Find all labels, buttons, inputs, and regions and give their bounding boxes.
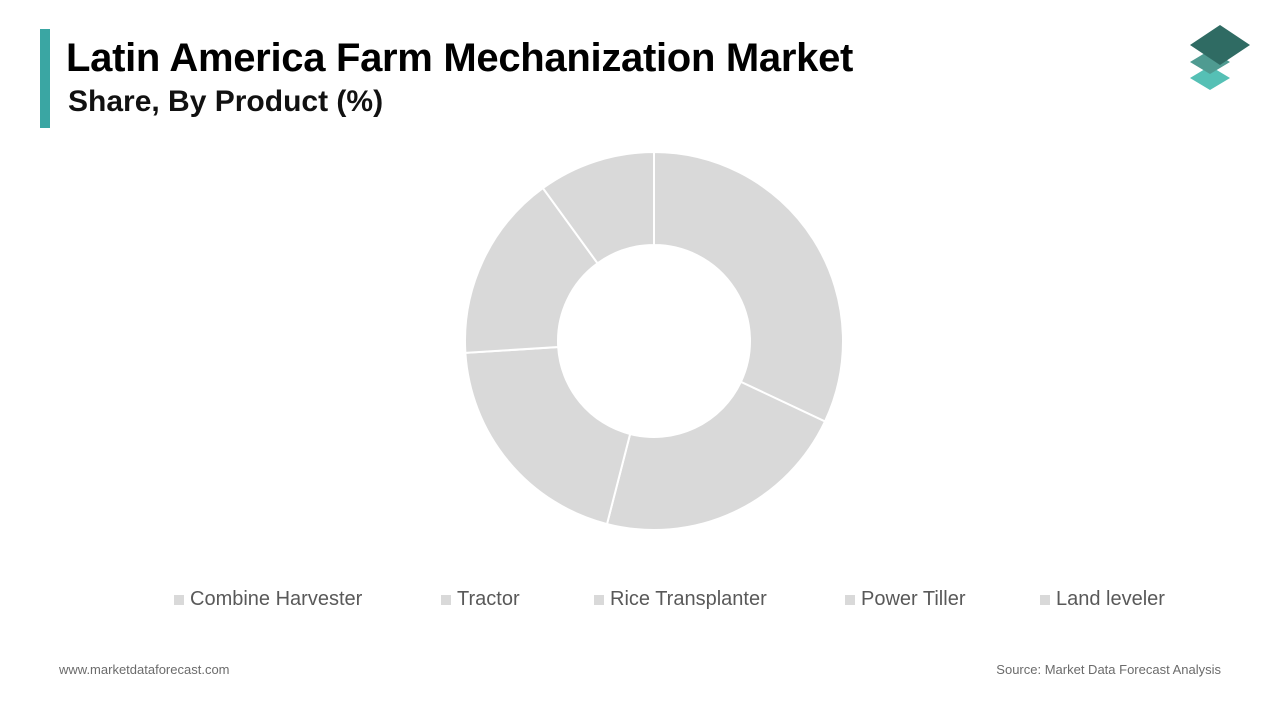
page-title: Latin America Farm Mechanization Market <box>66 36 854 80</box>
legend-swatch <box>1040 594 1050 605</box>
legend-swatch <box>845 594 855 605</box>
legend-swatch <box>174 594 184 605</box>
source-note: Source: Market Data Forecast Analysis <box>996 662 1221 677</box>
legend-swatch <box>594 594 604 605</box>
website-url: www.marketdataforecast.com <box>59 662 230 677</box>
legend-label: Power Tiller <box>861 588 966 610</box>
donut-slice-rice-transplanter <box>464 345 632 526</box>
logo-layer-bottom <box>1190 66 1230 90</box>
logo-layer-top <box>1190 25 1250 65</box>
chart-legend: Combine Harvester Tractor Rice Transplante… <box>0 588 1280 614</box>
donut-slice-combine-harvester <box>653 150 844 423</box>
page-subtitle: Share, By Product (%) <box>68 85 384 118</box>
legend-label: Land leveler <box>1056 588 1165 610</box>
donut-slice-tractor <box>605 380 827 531</box>
legend-item: Power Tiller <box>845 588 965 611</box>
donut-slice-power-tiller <box>464 186 599 354</box>
title-accent-bar <box>40 29 50 128</box>
legend-item: Combine Harvester <box>174 588 362 611</box>
donut-chart <box>464 150 844 531</box>
legend-label: Rice Transplanter <box>610 588 767 610</box>
legend-swatch <box>441 594 451 605</box>
legend-label: Combine Harvester <box>190 588 363 610</box>
layered-diamonds-icon <box>1190 25 1250 90</box>
donut-slice-land-leveler <box>541 150 655 265</box>
legend-item: Land leveler <box>1040 588 1165 611</box>
legend-item: Tractor <box>441 588 520 611</box>
legend-label: Tractor <box>457 588 520 610</box>
legend-item: Rice Transplanter <box>594 588 767 611</box>
